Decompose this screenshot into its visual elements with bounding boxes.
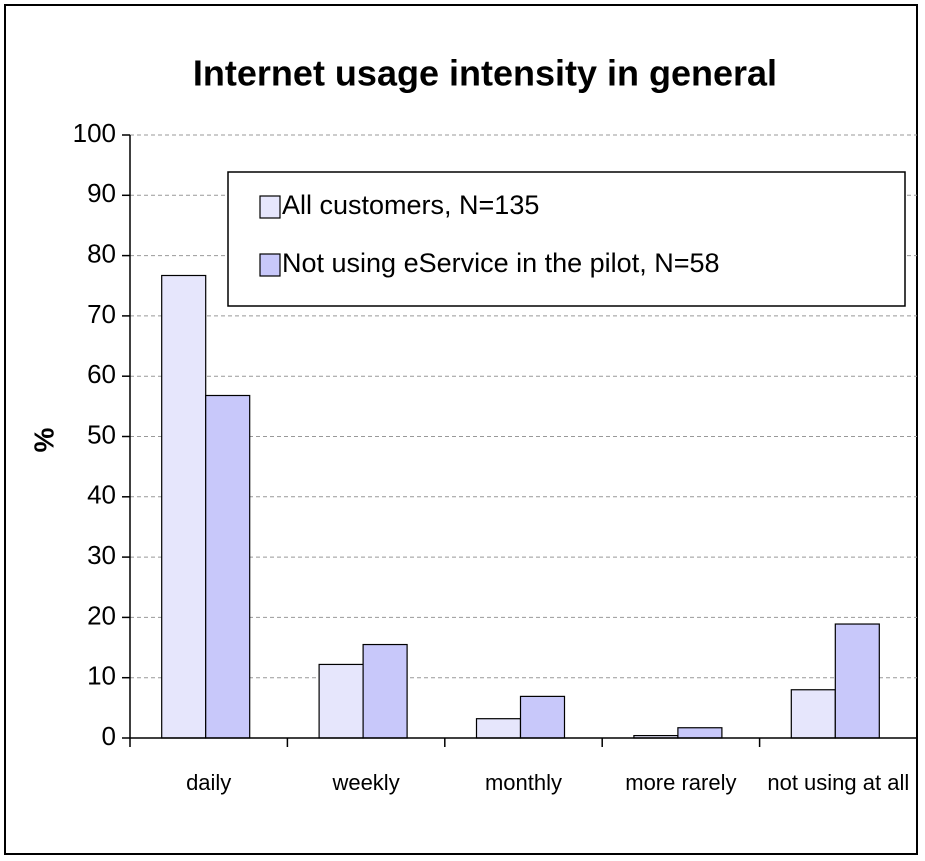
bar bbox=[519, 695, 566, 739]
bar bbox=[475, 718, 522, 739]
x-tick-label: more rarely bbox=[625, 770, 737, 795]
legend: All customers, N=135 Not using eService i… bbox=[227, 171, 906, 307]
x-tick-label: not using at all bbox=[767, 770, 910, 795]
legend-box bbox=[227, 171, 906, 307]
y-tick-label: 80 bbox=[87, 238, 116, 268]
y-tick-label: 40 bbox=[87, 480, 116, 510]
y-tick-label: 100 bbox=[73, 118, 116, 148]
legend-label: All customers, N=135 bbox=[282, 190, 539, 220]
bar bbox=[205, 394, 251, 739]
legend-label: Not using eService in the pilot, N=58 bbox=[282, 248, 720, 278]
x-tick-label: monthly bbox=[484, 770, 563, 795]
legend-swatch bbox=[259, 195, 281, 219]
legend-swatch bbox=[259, 253, 281, 277]
x-tick-label: daily bbox=[186, 770, 232, 795]
bar bbox=[161, 274, 207, 739]
y-tick-label: 60 bbox=[87, 359, 116, 389]
y-tick-label: 0 bbox=[102, 721, 116, 751]
bar bbox=[677, 727, 723, 739]
chart-frame bbox=[4, 4, 918, 855]
y-tick-label: 90 bbox=[87, 178, 116, 208]
chart-title: Internet usage intensity in general bbox=[193, 53, 777, 94]
y-tick-label: 30 bbox=[87, 540, 116, 570]
bar bbox=[834, 623, 880, 739]
y-axis-label: % bbox=[28, 427, 59, 452]
x-tick-label: weekly bbox=[332, 770, 400, 795]
y-tick-label: 20 bbox=[87, 600, 116, 630]
bar bbox=[790, 689, 836, 739]
bar bbox=[318, 663, 364, 739]
y-tick-label: 70 bbox=[87, 299, 116, 329]
y-tick-label: 10 bbox=[87, 661, 116, 691]
y-tick-label: 50 bbox=[87, 419, 116, 449]
bar bbox=[362, 643, 408, 739]
